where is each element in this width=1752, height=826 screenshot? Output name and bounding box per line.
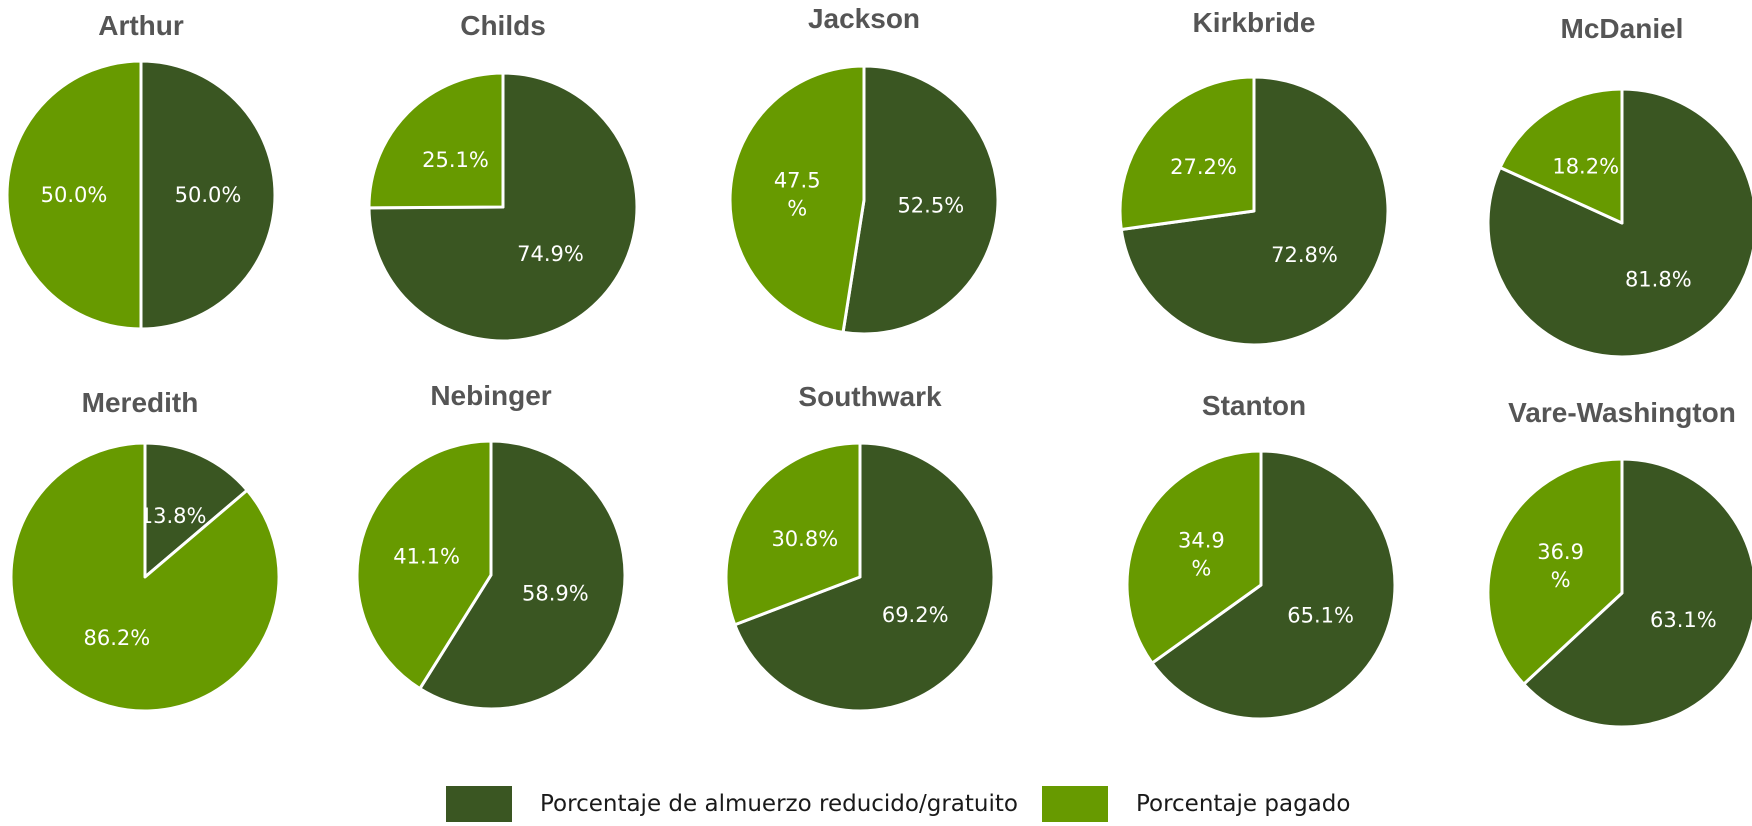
pie-jackson: Jackson 52.5% 47.5% — [728, 3, 1000, 336]
pie-vare-washington: Vare-Washington 63.1% 36.9% — [1486, 397, 1752, 729]
pie-slice-paid — [728, 64, 866, 334]
pie-slice-paid — [1498, 87, 1624, 225]
pie-childs: Childs 74.9% 25.1% — [367, 10, 639, 343]
pie-slice-paid — [367, 71, 505, 210]
pie-slice-reduced-free — [841, 64, 1000, 336]
pie-slice-paid — [1118, 75, 1256, 231]
pie-slice-paid — [1125, 449, 1263, 665]
legend-swatch-reduced-free — [446, 786, 512, 822]
slice-label: 34.9% — [1178, 528, 1225, 580]
legend-swatch-paid — [1041, 786, 1108, 822]
slice-label: 18.2% — [1552, 155, 1619, 179]
slice-label: 36.9% — [1537, 540, 1584, 592]
pie-kirkbride: Kirkbride 72.8% 27.2% — [1118, 7, 1390, 347]
pie-title: Kirkbride — [1193, 7, 1316, 38]
pie-title: Nebinger — [430, 380, 551, 411]
pie-title: Southwark — [798, 381, 942, 412]
slice-label: 58.9% — [522, 582, 589, 606]
legend-item-reduced-free: Porcentaje de almuerzo reducido/gratuito — [446, 786, 1018, 822]
pie-arthur: Arthur 50.0% 50.0% — [5, 10, 277, 331]
slice-label: 30.8% — [771, 527, 838, 551]
slice-label: 74.9% — [517, 242, 584, 266]
pie-slice-reduced-free — [733, 441, 996, 713]
pie-title: McDaniel — [1561, 13, 1684, 44]
pie-slice-reduced-free — [143, 441, 249, 579]
pie-title: Childs — [460, 10, 546, 41]
pie-title: Meredith — [82, 387, 199, 418]
slice-label: 52.5% — [897, 193, 964, 217]
pie-stanton: Stanton 65.1% 34.9% — [1125, 390, 1397, 721]
slice-label: 72.8% — [1271, 243, 1338, 267]
slice-label: 65.1% — [1287, 604, 1354, 628]
pie-mcdaniel: McDaniel 81.8% 18.2% — [1486, 13, 1752, 359]
slice-label: 63.1% — [1650, 608, 1717, 632]
pie-nebinger: Nebinger 58.9% 41.1% — [355, 380, 627, 711]
pie-slice-reduced-free — [1150, 449, 1397, 721]
pie-slice-reduced-free — [1522, 457, 1752, 729]
slice-label: 13.8% — [140, 504, 207, 528]
slice-label: 69.2% — [882, 603, 949, 627]
slice-label: 81.8% — [1625, 267, 1692, 291]
pie-slice-paid — [5, 59, 143, 331]
pie-slice-reduced-free — [139, 59, 277, 331]
pie-slice-paid — [355, 439, 493, 691]
pie-slice-paid — [9, 441, 281, 713]
slice-label: 47.5% — [774, 169, 821, 221]
slice-label: 27.2% — [1170, 155, 1237, 179]
legend: Porcentaje de almuerzo reducido/gratuito… — [446, 786, 1374, 822]
pie-meredith: Meredith 13.8% 86.2% — [9, 387, 281, 713]
pie-southwark: Southwark 69.2% 30.8% — [724, 381, 996, 713]
slice-label: 41.1% — [393, 545, 460, 569]
slice-label: 50.0% — [41, 183, 108, 207]
legend-label-paid: Porcentaje pagado — [1135, 791, 1351, 817]
pie-slice-reduced-free — [367, 71, 639, 343]
slice-label: 25.1% — [422, 148, 489, 172]
slice-label: 86.2% — [84, 626, 151, 650]
pie-slice-paid — [1486, 457, 1624, 686]
pie-title: Jackson — [808, 3, 920, 34]
pie-slice-paid — [724, 441, 862, 627]
slice-label: 50.0% — [175, 183, 242, 207]
pie-title: Stanton — [1202, 390, 1306, 421]
pie-slice-reduced-free — [418, 439, 627, 711]
pie-title: Arthur — [98, 10, 184, 41]
legend-item-paid: Porcentaje pagado — [1041, 786, 1351, 822]
legend-label-reduced-free: Porcentaje de almuerzo reducido/gratuito — [540, 791, 1018, 817]
pie-title: Vare-Washington — [1508, 397, 1736, 428]
